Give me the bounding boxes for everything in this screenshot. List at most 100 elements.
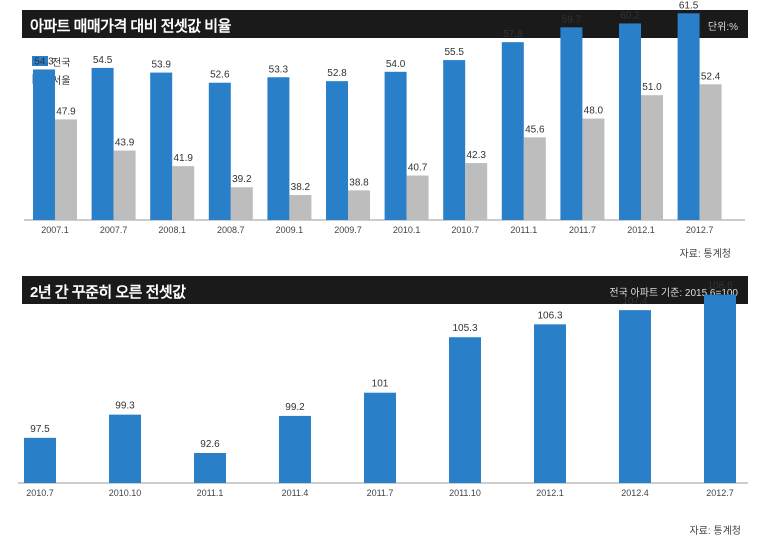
data-label-7: 107.4	[622, 296, 647, 307]
bar-seoul-1	[113, 150, 136, 220]
data-label-seoul-6: 40.7	[408, 163, 428, 174]
data-label-national-6: 54.0	[386, 59, 406, 70]
x-tick-label-5: 2009.7	[334, 225, 362, 235]
bar-seoul-3	[230, 187, 253, 220]
bar-seoul-5	[348, 190, 370, 220]
chart2-plot: 97.5 2010.7 99.3 2010.10 92.6 2011.1 99.2 2011.…	[18, 281, 748, 498]
bar-national-2	[150, 72, 173, 220]
chart2-title-bar: 2년 간 꾸준히 오른 전셋값 전국 아파트 기준: 2015.6=100	[22, 276, 748, 304]
data-label-national-3: 52.6	[210, 70, 230, 81]
data-label-seoul-8: 45.6	[525, 124, 545, 135]
chart2-source: 자료: 통계청	[689, 526, 741, 537]
x-tick-label-6: 2010.1	[393, 225, 421, 235]
data-label-2: 92.6	[200, 439, 220, 450]
bar-national-1	[91, 67, 114, 221]
bar-seoul-6	[406, 175, 429, 220]
chart1-unit: 단위:%	[707, 22, 738, 33]
x-tick-label-2: 2011.1	[197, 488, 224, 498]
chart1-source: 자료: 통계청	[679, 249, 731, 260]
chart1-panel: 아파트 매매가격 대비 전셋값 비율 단위:% 전국 서울 54.3 47.9 20…	[0, 0, 767, 270]
bar-7	[619, 310, 651, 483]
bar-5	[449, 337, 481, 483]
data-label-seoul-10: 51.0	[642, 82, 662, 93]
bar-seoul-10	[641, 95, 663, 220]
x-tick-label-4: 2011.7	[367, 488, 394, 498]
bar-national-8	[501, 42, 524, 220]
bar-national-9	[560, 27, 583, 221]
x-tick-label-5: 2011.10	[449, 488, 481, 498]
data-label-national-4: 53.3	[269, 64, 289, 75]
x-tick-label-7: 2010.7	[451, 225, 479, 235]
data-label-seoul-1: 43.9	[115, 138, 135, 149]
bar-1	[109, 414, 141, 483]
data-label-seoul-5: 38.8	[349, 177, 369, 188]
x-tick-label-3: 2008.7	[217, 225, 245, 235]
data-label-6: 106.3	[537, 310, 562, 321]
chart1-plot: 54.3 47.9 2007.1 54.5 43.9 2007.7 53.9 41.9 2008…	[24, 0, 745, 235]
data-label-national-9: 59.7	[562, 14, 582, 25]
data-label-4: 101	[372, 379, 389, 390]
bar-national-6	[384, 71, 407, 220]
data-label-0: 97.5	[30, 424, 50, 435]
bar-4	[364, 392, 396, 483]
bar-national-11	[677, 13, 700, 220]
bar-2	[194, 453, 226, 483]
data-label-national-8: 57.8	[503, 29, 523, 40]
data-label-1: 99.3	[115, 401, 135, 412]
bar-seoul-7	[465, 163, 488, 220]
data-label-national-10: 60.2	[620, 10, 640, 21]
data-label-national-11: 61.5	[679, 0, 699, 11]
x-tick-label-11: 2012.7	[686, 225, 714, 235]
bar-0	[24, 437, 56, 483]
chart1-title: 아파트 매매가격 대비 전셋값 비율	[30, 18, 231, 35]
x-tick-label-6: 2012.1	[536, 488, 564, 498]
bar-seoul-8	[523, 137, 546, 220]
data-label-seoul-4: 38.2	[291, 182, 311, 193]
chart2-panel: 2년 간 꾸준히 오른 전셋값 전국 아파트 기준: 2015.6=100 97…	[0, 270, 767, 546]
x-tick-label-1: 2010.10	[109, 488, 142, 498]
x-tick-label-4: 2009.1	[276, 225, 304, 235]
bar-6	[534, 324, 566, 483]
data-label-national-7: 55.5	[444, 47, 464, 58]
data-label-national-2: 53.9	[151, 60, 171, 71]
legend-swatch-national	[32, 56, 48, 66]
chart2-unit: 전국 아파트 기준: 2015.6=100	[609, 288, 738, 299]
chart2-title: 2년 간 꾸준히 오른 전셋값	[30, 284, 186, 301]
x-tick-label-0: 2007.1	[41, 225, 69, 235]
x-tick-label-8: 2012.7	[706, 488, 734, 498]
legend-label-national: 전국	[52, 57, 71, 69]
data-label-seoul-11: 52.4	[701, 71, 721, 82]
bar-seoul-2	[172, 166, 195, 220]
legend-item-national: 전국	[32, 52, 70, 70]
bar-seoul-4	[289, 195, 312, 220]
data-label-seoul-3: 39.2	[232, 174, 252, 185]
bar-seoul-11	[699, 84, 722, 220]
bar-national-7	[443, 60, 466, 220]
bar-national-4	[267, 77, 290, 220]
data-label-seoul-7: 42.3	[466, 150, 486, 161]
data-label-seoul-9: 48.0	[584, 106, 604, 117]
data-label-seoul-0: 47.9	[56, 106, 76, 117]
legend-label-seoul: 서울	[52, 75, 71, 87]
x-tick-label-10: 2012.1	[627, 225, 655, 235]
data-label-national-1: 54.5	[93, 55, 113, 66]
bar-seoul-9	[582, 118, 605, 220]
bar-national-5	[326, 81, 348, 220]
x-tick-label-7: 2012.4	[621, 488, 649, 498]
bar-national-0	[33, 69, 55, 221]
data-label-seoul-2: 41.9	[173, 153, 193, 164]
bar-seoul-0	[55, 119, 77, 220]
bar-3	[279, 415, 311, 483]
data-label-national-0: 54.3	[34, 56, 54, 67]
data-label-3: 99.2	[285, 402, 305, 413]
x-tick-label-8: 2011.1	[510, 225, 537, 235]
data-label-national-5: 52.8	[327, 68, 347, 79]
bar-national-10	[619, 23, 641, 220]
data-label-5: 105.3	[452, 323, 477, 334]
x-tick-label-2: 2008.1	[158, 225, 186, 235]
x-tick-label-0: 2010.7	[26, 488, 54, 498]
x-tick-label-9: 2011.7	[569, 225, 596, 235]
x-tick-label-1: 2007.7	[100, 225, 128, 235]
x-tick-label-3: 2011.4	[282, 488, 309, 498]
data-label-8: 108.6	[707, 281, 732, 292]
